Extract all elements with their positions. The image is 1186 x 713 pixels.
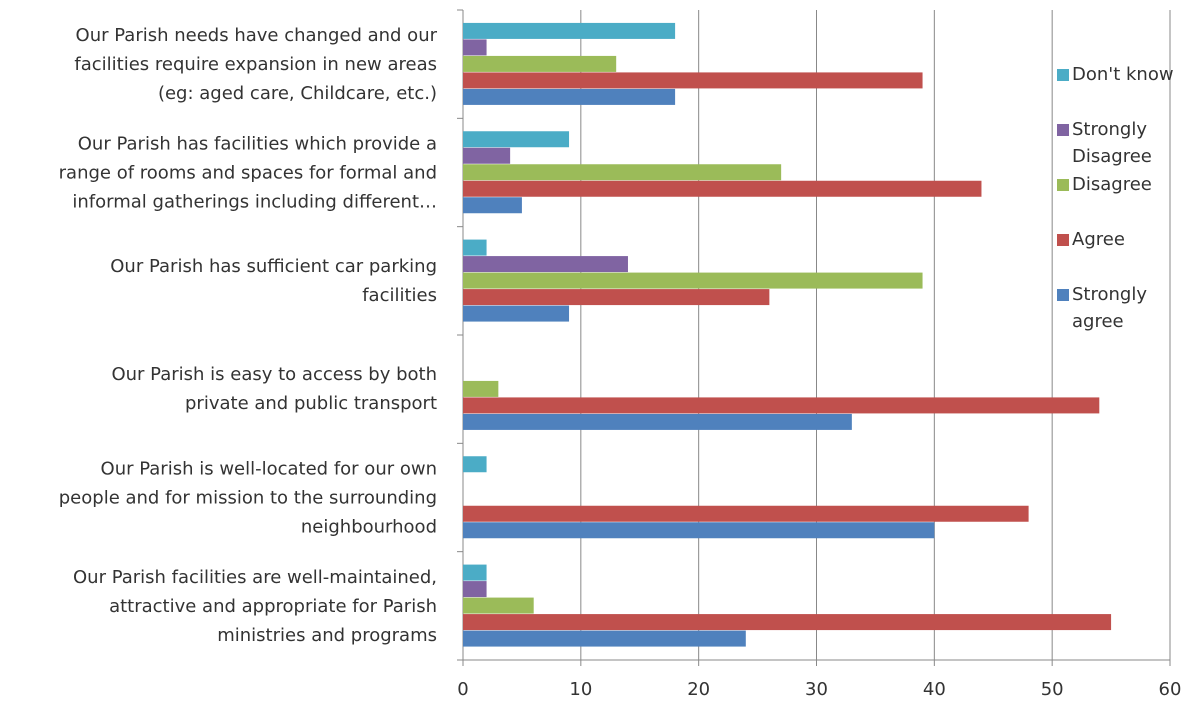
x-tick-label: 30 <box>805 679 828 700</box>
legend-swatch <box>1057 124 1069 136</box>
x-tick-label: 0 <box>457 679 468 700</box>
bar <box>463 72 923 89</box>
legend-swatch <box>1057 69 1069 81</box>
bar <box>463 505 1029 522</box>
bar <box>463 272 923 289</box>
bar <box>463 256 628 273</box>
x-tick-label: 10 <box>569 679 592 700</box>
x-tick-label: 40 <box>923 679 946 700</box>
legend-swatch <box>1057 179 1069 191</box>
bar <box>463 180 982 197</box>
bar <box>463 305 570 322</box>
bar <box>463 22 676 39</box>
legend-label: Agree <box>1072 229 1125 250</box>
bar <box>463 147 511 164</box>
x-tick-label: 50 <box>1041 679 1064 700</box>
bar <box>463 55 617 72</box>
x-tick-label: 20 <box>687 679 710 700</box>
category-label: Our Parish needs have changed and our fac… <box>74 25 437 104</box>
bar <box>463 581 487 598</box>
bar <box>463 88 676 105</box>
bar <box>463 630 746 647</box>
x-tick-label: 60 <box>1159 679 1182 700</box>
bar <box>463 397 1100 414</box>
bar <box>463 289 770 306</box>
category-label: Our Parish facilities are well-maintaine… <box>73 567 437 646</box>
legend-label: Don't know <box>1072 64 1174 85</box>
bar <box>463 39 487 56</box>
category-label: Our Parish has facilities which provide … <box>59 134 437 213</box>
bar <box>463 197 522 214</box>
bar <box>463 456 487 473</box>
legend-label: Disagree <box>1072 174 1152 195</box>
bar <box>463 597 534 614</box>
bar <box>463 380 499 397</box>
bar <box>463 131 570 148</box>
bar <box>463 614 1112 631</box>
bar <box>463 239 487 256</box>
legend-swatch <box>1057 234 1069 246</box>
legend-label: Strongly agree <box>1072 284 1147 332</box>
legend-label: Strongly Disagree <box>1072 119 1152 167</box>
bar <box>463 164 782 181</box>
category-label: Our Parish has sufficient car parking fac… <box>110 256 437 306</box>
bar <box>463 413 852 430</box>
category-label: Our Parish is well-located for our own pe… <box>59 459 437 538</box>
bar <box>463 564 487 581</box>
category-label: Our Parish is easy to access by both priv… <box>111 364 437 414</box>
bar <box>463 522 935 539</box>
legend-swatch <box>1057 289 1069 301</box>
